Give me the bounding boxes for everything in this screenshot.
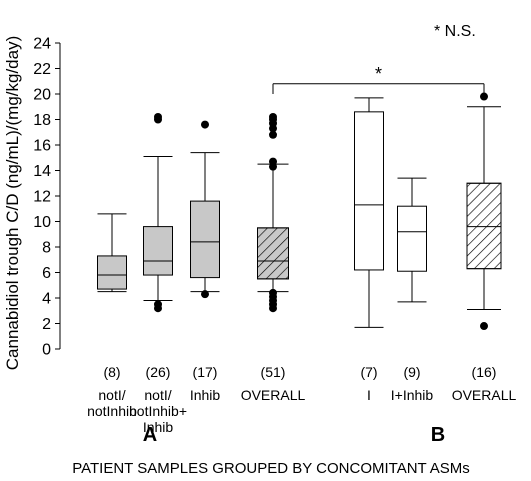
group-label: B: [431, 424, 445, 446]
outlier-point: [269, 112, 277, 121]
category-labels: (8) notI/notInhib (26) notI/notInhib+Inhib (…: [87, 364, 516, 446]
sample-size-label: (16): [472, 364, 497, 380]
outlier-point: [154, 112, 162, 121]
y-tick-label: 2: [42, 316, 51, 333]
significance-star: *: [375, 64, 382, 84]
category-label: OVERALL: [452, 387, 517, 403]
y-tick-label: 0: [42, 342, 51, 359]
y-tick-label: 16: [33, 138, 51, 155]
outlier-point: [201, 120, 209, 129]
box: [143, 226, 173, 276]
sample-size-label: (7): [360, 364, 377, 380]
box-series: [97, 92, 502, 331]
outlier-point: [201, 290, 209, 299]
box: [190, 200, 220, 279]
y-tick-label: 22: [33, 61, 51, 78]
y-tick-label: 4: [42, 291, 51, 308]
sample-size-label: (17): [193, 364, 218, 380]
y-tick-label: 12: [33, 189, 51, 206]
category-label: notI/: [144, 387, 171, 403]
significance-bracket: *: [272, 64, 485, 94]
category-label: notI/: [98, 387, 125, 403]
y-tick-label: 8: [42, 240, 51, 257]
box: [354, 111, 384, 271]
category-label: I: [367, 387, 371, 403]
sample-size-label: (9): [403, 364, 420, 380]
box: [97, 255, 127, 290]
outlier-point: [269, 288, 277, 297]
y-tick-label: 6: [42, 265, 51, 282]
sample-size-label: (26): [146, 364, 171, 380]
outlier-point: [269, 130, 277, 139]
category-label: notInhib: [87, 403, 137, 419]
category-label: notInhib+: [129, 403, 187, 419]
y-tick-label: 14: [33, 163, 51, 180]
outlier-point: [480, 322, 488, 331]
box-hatch: [257, 227, 289, 280]
outlier-point: [480, 92, 488, 101]
box-hatch: [466, 182, 502, 270]
category-label: Inhib: [143, 419, 174, 435]
y-tick-label: 18: [33, 112, 51, 129]
y-tick-label: 20: [33, 87, 51, 104]
y-tick-label: 10: [33, 214, 51, 231]
sample-size-label: (51): [261, 364, 286, 380]
y-tick-label: 24: [33, 36, 51, 53]
category-label: Inhib: [190, 387, 221, 403]
box: [397, 205, 427, 272]
y-axis-label: Cannabidiol trough C/D (ng/mL)/(mg/kg/da…: [3, 36, 22, 370]
x-axis-label: PATIENT SAMPLES GROUPED BY CONCOMITANT A…: [72, 460, 470, 477]
outlier-point: [269, 157, 277, 166]
significance-note: * N.S.: [434, 23, 476, 40]
sample-size-label: (8): [103, 364, 120, 380]
category-label: I+Inhib: [391, 387, 434, 403]
category-label: OVERALL: [241, 387, 306, 403]
group-label: A: [143, 424, 157, 446]
outlier-point: [154, 300, 162, 309]
